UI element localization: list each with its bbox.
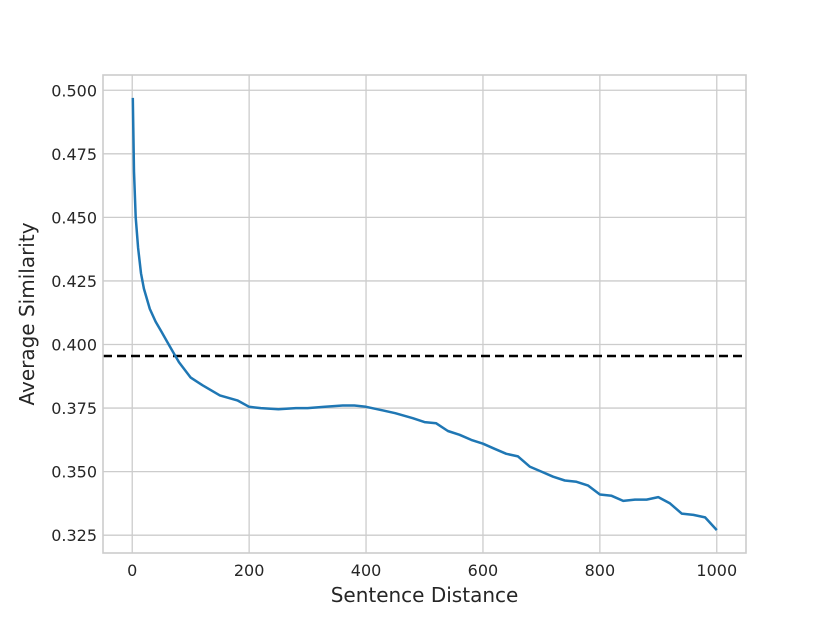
y-tick-label: 0.325 bbox=[51, 526, 97, 545]
y-tick-label: 0.475 bbox=[51, 145, 97, 164]
y-tick-label: 0.425 bbox=[51, 272, 97, 291]
y-tick-label: 0.375 bbox=[51, 399, 97, 418]
y-tick-label: 0.350 bbox=[51, 463, 97, 482]
y-tick-label: 0.400 bbox=[51, 336, 97, 355]
x-tick-label: 800 bbox=[585, 561, 616, 580]
x-tick-label: 600 bbox=[468, 561, 499, 580]
similarity-series-line bbox=[131, 97, 718, 531]
x-tick-labels: 0 200 400 600 800 1000 bbox=[127, 561, 737, 580]
y-tick-label: 0.500 bbox=[51, 81, 97, 100]
x-tick-label: 400 bbox=[351, 561, 382, 580]
y-tick-labels: 0.325 0.350 0.375 0.400 0.425 0.450 0.475 0.500 bbox=[51, 81, 97, 545]
plot-frame bbox=[102, 74, 747, 554]
y-tick-label: 0.450 bbox=[51, 208, 97, 227]
x-tick-label: 200 bbox=[234, 561, 265, 580]
x-axis-label: Sentence Distance bbox=[331, 583, 519, 607]
x-tick-label: 0 bbox=[127, 561, 137, 580]
grid bbox=[103, 75, 746, 553]
series-layer bbox=[131, 97, 718, 531]
y-axis-label: Average Similarity bbox=[15, 222, 39, 405]
x-tick-label: 1000 bbox=[696, 561, 737, 580]
